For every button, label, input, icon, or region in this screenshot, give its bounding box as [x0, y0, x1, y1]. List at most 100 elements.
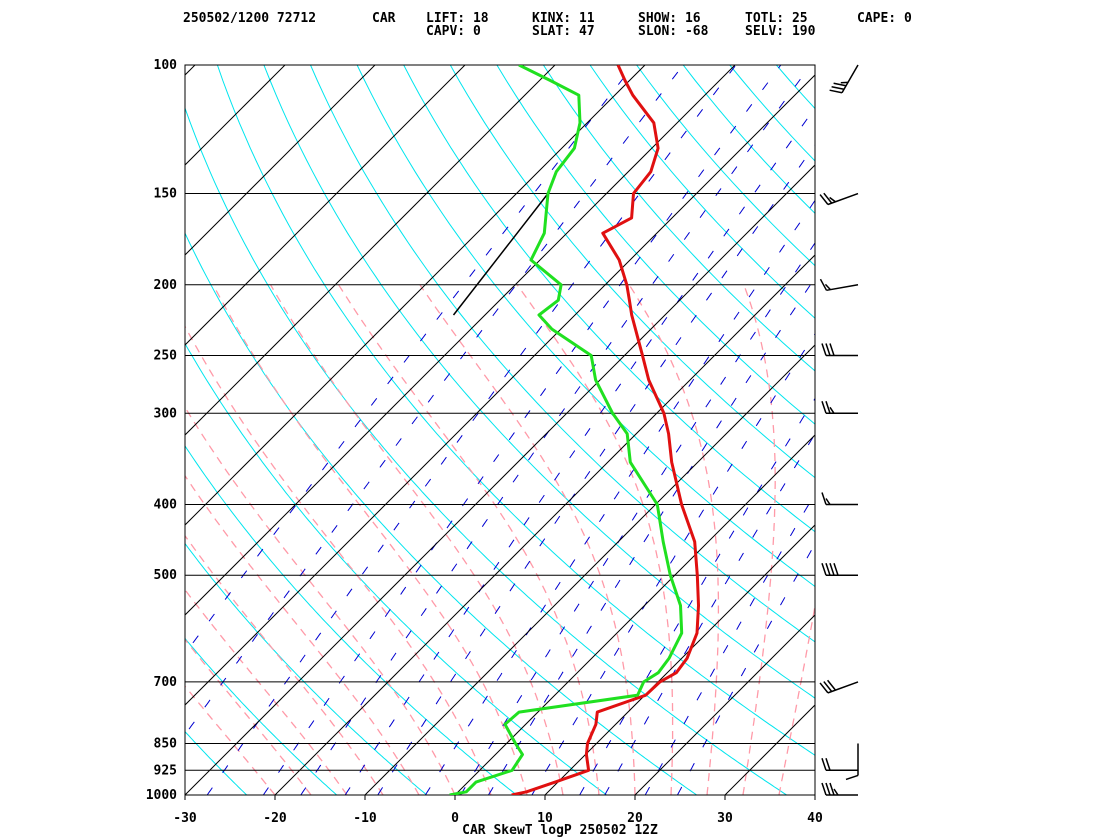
header-capv: CAPV: 0	[426, 24, 481, 39]
wind-barb	[819, 278, 859, 292]
mixing-ratio-lines	[185, 65, 815, 795]
moist-adiabat-segment	[452, 193, 549, 316]
dry-adiabat-line	[0, 49, 67, 795]
mixing-ratio-line	[644, 492, 815, 795]
header-lift: LIFT: 18	[426, 11, 489, 26]
wind-barb	[821, 782, 858, 796]
wind-barb	[821, 492, 858, 506]
pressure-tick-label: 700	[154, 675, 178, 690]
moist-adiabat-line	[212, 284, 528, 795]
isotherm-line	[185, 65, 466, 346]
isotherm-line	[185, 65, 286, 166]
wind-barbs	[819, 64, 859, 796]
moist-adiabat-line	[185, 474, 420, 795]
mixing-ratio-line	[531, 332, 815, 795]
pressure-tick-label: 150	[154, 187, 178, 202]
moist-adiabat-line	[338, 284, 600, 795]
mixing-ratio-line	[262, 65, 782, 795]
header-selv: SELV: 190	[745, 24, 816, 39]
pressure-tick-label: 100	[154, 58, 178, 73]
plot-frame	[184, 64, 816, 796]
isotherm-line	[185, 65, 376, 256]
dry-adiabat-line	[309, 65, 815, 643]
dry-adiabat-line	[542, 65, 815, 372]
isotherm-line	[364, 344, 815, 795]
dry-adiabat-line	[946, 49, 1120, 795]
dry-adiabat-line	[1038, 49, 1120, 795]
temperature-axis: -30 -20 -10 0 10 20 30 40	[173, 795, 823, 826]
moist-adiabat-line	[185, 534, 384, 795]
pressure-tick-label: 250	[154, 348, 178, 363]
isotherm-line	[185, 65, 736, 616]
temperature-tick-label: -20	[263, 811, 287, 826]
wind-barb	[845, 743, 859, 781]
mixing-ratio-line	[344, 107, 815, 795]
wind-barb	[829, 64, 859, 94]
isotherm-line	[634, 614, 815, 795]
mixing-ratio-line	[677, 542, 815, 795]
moist-adiabats	[185, 284, 815, 795]
isotherm-line	[185, 65, 556, 436]
moist-adiabat-line	[185, 406, 456, 795]
wind-barb	[819, 679, 859, 694]
header-indices-row-2: CAPV: 0 SLAT: 47 SLON: -68 SELV: 190	[426, 24, 816, 39]
wind-barb	[819, 192, 859, 206]
header-indices-row-1: 250502/1200 72712 CAR LIFT: 18 KINX: 11 SHOW…	[183, 11, 912, 26]
dewpoint-profile	[449, 65, 684, 795]
temperature-tick-label: -30	[173, 811, 197, 826]
header-station: CAR	[372, 11, 396, 26]
pressure-tick-label: 300	[154, 406, 178, 421]
isobars	[185, 65, 815, 795]
dry-adiabat-line	[855, 49, 1120, 795]
moist-adiabat-line	[185, 588, 348, 795]
header-date_station: 250502/1200 72712	[183, 11, 316, 26]
isotherm-line	[0, 65, 15, 795]
header-totl: TOTL: 25	[745, 11, 808, 26]
moist-adiabat-line	[778, 602, 815, 795]
dry-adiabat-line	[992, 49, 1120, 795]
isotherm-line	[454, 434, 815, 795]
mixing-ratio-line	[185, 65, 684, 736]
pressure-tick-label: 850	[154, 736, 178, 751]
background-grid	[0, 49, 1120, 795]
isotherm-line	[185, 74, 815, 706]
moist-adiabat-line	[185, 685, 276, 795]
dry-adiabat-line	[263, 65, 815, 699]
header-cape: CAPE: 0	[857, 11, 912, 26]
dry-adiabat-line	[0, 49, 157, 795]
moist-adiabat-line	[742, 284, 776, 795]
isotherm-line	[185, 164, 815, 795]
temperature-tick-label: 40	[807, 811, 823, 826]
dry-adiabat-line	[185, 445, 518, 795]
dry-adiabat-line	[775, 65, 815, 110]
pressure-tick-label: 400	[154, 498, 178, 513]
wind-barb	[821, 758, 858, 772]
mixing-ratio-line	[488, 276, 815, 795]
isotherm-line	[0, 65, 105, 795]
wind-barb	[821, 563, 858, 576]
isotherm-line	[814, 794, 815, 795]
dry-adiabat-line	[901, 49, 1120, 795]
moist-adiabat-line	[270, 284, 564, 795]
isotherm-line	[274, 254, 815, 795]
dry-adiabat-line	[216, 65, 815, 756]
dry-adiabat-line	[403, 65, 815, 533]
temperature-tick-label: 20	[627, 811, 643, 826]
moist-adiabat-line	[185, 638, 312, 795]
header-kinx: KINX: 11	[532, 11, 595, 26]
pressure-tick-label: 200	[154, 278, 178, 293]
header-slon: SLON: -68	[638, 24, 709, 39]
chart-title: CAR SkewT logP 250502 12Z	[462, 823, 658, 838]
moist-adiabat-line	[516, 284, 674, 795]
header-show: SHOW: 16	[638, 11, 701, 26]
temperature-tick-label: 10	[537, 811, 553, 826]
isotherm-line	[185, 65, 646, 526]
moist-adiabat-line	[628, 284, 720, 795]
lifted-parcel-segment	[452, 193, 549, 316]
moist-adiabat-line	[185, 325, 492, 795]
temperature-tick-label: 30	[717, 811, 733, 826]
temperature-tick-label: -10	[353, 811, 377, 826]
pressure-tick-label: 925	[154, 763, 177, 778]
wind-barb	[821, 343, 858, 357]
